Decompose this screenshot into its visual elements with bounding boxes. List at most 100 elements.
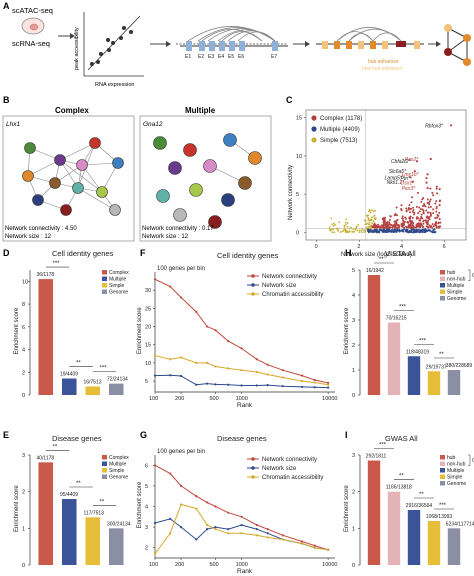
- series-point: [179, 503, 183, 506]
- network-node: [156, 189, 170, 203]
- bar-value-label: 1166/13818: [386, 485, 412, 491]
- network-node: [109, 204, 121, 216]
- series-point: [255, 534, 258, 537]
- point-complex: [434, 216, 437, 219]
- network-node: [96, 186, 108, 198]
- point-multiple: [401, 230, 404, 233]
- series-point: [266, 536, 269, 539]
- y-tick-label: 10: [296, 154, 302, 160]
- point-complex: [396, 224, 399, 227]
- point-simple: [330, 228, 333, 231]
- point-complex: [420, 224, 423, 227]
- point-multiple: [421, 230, 424, 233]
- point-complex: [422, 226, 425, 229]
- point-complex: [439, 221, 442, 224]
- point-complex: [427, 216, 430, 219]
- point-complex: [380, 224, 383, 227]
- point-simple: [331, 231, 334, 234]
- enhancer-arc: [201, 29, 263, 42]
- series-point: [214, 526, 217, 529]
- series-point: [327, 381, 330, 385]
- bar-value-label: 292/1811: [366, 454, 387, 460]
- point-simple: [373, 214, 376, 217]
- y-axis-label: Enrichment score: [137, 481, 143, 528]
- plot-frame: [305, 109, 467, 241]
- legend-swatch: [440, 468, 445, 473]
- significance-stars: ***: [399, 305, 407, 311]
- network-node: [112, 157, 124, 169]
- series-point: [240, 384, 243, 387]
- series-point: [255, 384, 258, 387]
- y-tick-label: 1: [352, 526, 355, 532]
- y-tick-label: 25: [145, 306, 151, 312]
- point-complex: [438, 188, 441, 191]
- point-multiple: [410, 230, 413, 233]
- point-complex: [422, 222, 425, 225]
- point-multiple: [396, 228, 399, 231]
- series-point: [227, 383, 230, 386]
- network-edge: [81, 162, 119, 166]
- point-multiple: [369, 228, 372, 231]
- bar-value-label: 6234/117714: [446, 521, 474, 527]
- point-simple: [361, 228, 364, 230]
- point-complex: [432, 225, 435, 228]
- point-complex: [386, 221, 389, 224]
- legend-swatch: [102, 461, 107, 466]
- point-simple: [352, 228, 355, 231]
- bar: [367, 275, 381, 395]
- legend-nonhub-enhancer: non-hub enhancer: [362, 66, 403, 72]
- point-complex: [389, 215, 392, 218]
- multiple-network: [153, 133, 262, 229]
- bar: [387, 322, 401, 395]
- legend-swatch: [102, 276, 107, 281]
- point-complex: [400, 204, 403, 207]
- point-complex: [398, 225, 401, 228]
- point-simple: [371, 222, 374, 225]
- x-tick-label: 10000: [322, 396, 337, 402]
- point-complex: [435, 185, 438, 188]
- point-complex: [412, 206, 415, 209]
- chart-title: Disease genes: [217, 434, 267, 443]
- panel-letter-h: H: [345, 248, 352, 258]
- point-complex: [395, 214, 398, 217]
- hub-arc: [372, 32, 402, 42]
- point-simple: [364, 229, 367, 232]
- network-node: [238, 176, 252, 190]
- legend-label: Chromatin accessibility: [262, 475, 323, 481]
- point-complex: [438, 204, 441, 207]
- legend-swatch: [440, 296, 445, 301]
- complex-brace: [468, 454, 471, 466]
- point-complex: [437, 226, 440, 229]
- significance-stars: **: [76, 361, 81, 367]
- legend-marker: [251, 457, 255, 461]
- legend-marker: [311, 115, 317, 121]
- legend-label: hub: [447, 270, 456, 276]
- hub-arc: [348, 28, 402, 42]
- point-complex: [435, 207, 438, 210]
- point-complex: [400, 223, 403, 226]
- point-complex: [382, 217, 385, 220]
- y-tick-label: 0: [22, 563, 25, 569]
- point-multiple: [376, 230, 379, 233]
- point-complex: [411, 210, 414, 213]
- legend-label: Simple: [109, 283, 125, 289]
- x-tick-label: 2: [357, 244, 360, 250]
- chart-f: Cell identity genes 100 genes per bin 5 10 1…: [137, 251, 337, 409]
- y-axis-label: Enrichment score: [137, 307, 143, 354]
- point-complex: [417, 191, 420, 194]
- point-complex: [388, 221, 391, 224]
- panel-letter-f: F: [140, 248, 146, 258]
- x-tick-label: 4: [400, 244, 403, 250]
- panel-letter-e: E: [3, 430, 9, 440]
- legend-label: non-hub: [447, 277, 466, 283]
- bar: [85, 517, 101, 565]
- y-axis-label: Enrichment score: [14, 307, 20, 354]
- point-complex: [427, 219, 430, 222]
- point-multiple: [405, 230, 408, 233]
- chart-d: Cell identity genes 0 2 4 6 8 10 Enrichment sco…: [14, 249, 129, 399]
- scatac-label: scATAC-seq: [12, 6, 53, 15]
- point-complex: [427, 201, 430, 204]
- bar: [407, 356, 421, 395]
- point-complex: [425, 216, 428, 219]
- network-node: [203, 159, 217, 173]
